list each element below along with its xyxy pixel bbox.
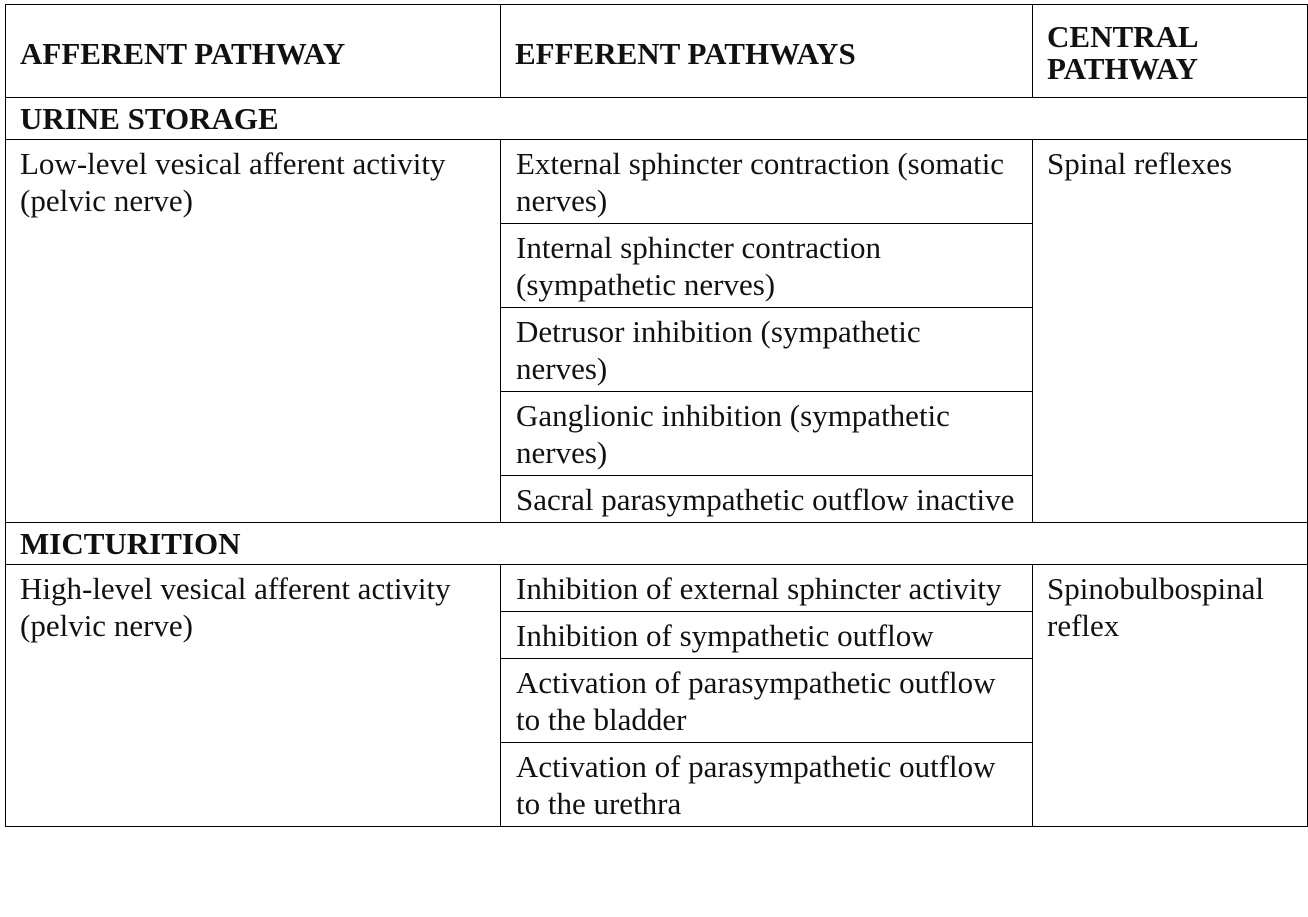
table-row: Internal sphincter contraction (sympathe…	[6, 223, 1308, 308]
efferent-cell: External sphincter contraction (somatic …	[500, 139, 1033, 224]
header-afferent-pathway: AFFERENT PATHWAY	[5, 4, 501, 98]
pathway-table: AFFERENT PATHWAY EFFERENT PATHWAYS CENTR…	[5, 4, 1308, 827]
table-row: Low-level vesical afferent activity (pel…	[5, 139, 1308, 523]
header-efferent-pathways: EFFERENT PATHWAYS	[500, 4, 1033, 98]
efferent-cell: Inhibition of sympathetic outflow	[500, 611, 1033, 659]
afferent-cell: High-level vesical afferent activity (pe…	[5, 564, 501, 827]
section-title: URINE STORAGE	[5, 97, 1308, 140]
header-row: AFFERENT PATHWAY EFFERENT PATHWAYS CENTR…	[5, 4, 1308, 98]
afferent-cell: Low-level vesical afferent activity (pel…	[5, 139, 501, 523]
central-cell: Spinal reflexes	[1032, 139, 1308, 523]
table-row: Sacral parasympathetic outflow inactive	[6, 475, 1308, 523]
efferent-cell: Activation of parasympathetic outflow to…	[500, 658, 1033, 743]
table-row: Inhibition of sympathetic outflow	[6, 611, 1308, 659]
efferent-cell: Activation of parasympathetic outflow to…	[500, 742, 1033, 827]
efferent-cell: Ganglionic inhibition (sympathetic nerve…	[500, 391, 1033, 476]
efferent-cell: Inhibition of external sphincter activit…	[500, 564, 1033, 612]
table-row: Ganglionic inhibition (sympathetic nerve…	[6, 391, 1308, 476]
section-title: MICTURITION	[5, 522, 1308, 565]
table-row: Activation of parasympathetic outflow to…	[6, 658, 1308, 743]
section-row-micturition: MICTURITION	[5, 522, 1308, 565]
efferent-cell: Internal sphincter contraction (sympathe…	[500, 223, 1033, 308]
header-central-pathway: CENTRAL PATHWAY	[1032, 4, 1308, 98]
section-row-urine-storage: URINE STORAGE	[5, 97, 1308, 140]
table-row: Activation of parasympathetic outflow to…	[6, 742, 1308, 827]
efferent-cell: Sacral parasympathetic outflow inactive	[500, 475, 1033, 523]
table-row: High-level vesical afferent activity (pe…	[5, 564, 1308, 827]
efferent-cell: Detrusor inhibition (sympathetic nerves)	[500, 307, 1033, 392]
central-cell: Spinobulbospinal reflex	[1032, 564, 1308, 827]
